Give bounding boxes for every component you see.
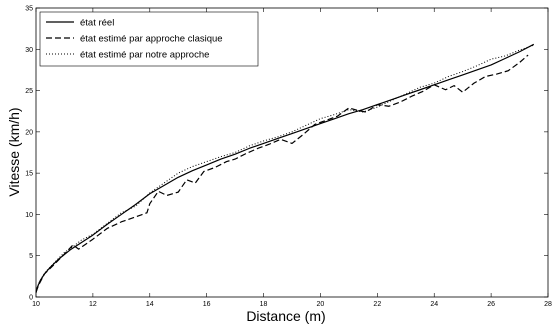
- series-line-dotted: [35, 44, 534, 292]
- x-tick-label: 24: [430, 301, 438, 308]
- x-tick-label: 20: [317, 301, 325, 308]
- axes: 10 12 14 16 18 20 22 24 26 28 0 5 10 15 20 25 30 35: [25, 6, 552, 309]
- y-tick-label: 25: [25, 88, 33, 95]
- legend-label: état réel: [80, 18, 114, 29]
- x-tick-label: 18: [260, 301, 268, 308]
- x-tick-label: 10: [32, 301, 40, 308]
- y-tick-label: 5: [29, 253, 33, 260]
- x-tick-label: 22: [373, 301, 381, 308]
- x-axis-title: Distance (m): [246, 308, 325, 324]
- y-tick-label: 15: [25, 171, 33, 178]
- legend: état réel état estimé par approche clasiq…: [39, 11, 259, 67]
- series-line-solid: [35, 43, 535, 294]
- y-tick-label: 20: [25, 129, 33, 136]
- x-tick-label: 16: [203, 301, 211, 308]
- y-tick-label: 0: [29, 295, 33, 302]
- plot-area: [35, 43, 535, 294]
- x-tick-label: 12: [89, 301, 97, 308]
- legend-label: état estimé par notre approche: [80, 50, 209, 61]
- y-tick-label: 10: [25, 212, 33, 219]
- legend-box: [39, 11, 259, 67]
- legend-label: état estimé par approche clasique: [80, 34, 223, 45]
- x-tick-label: 26: [487, 301, 495, 308]
- series-line-dashed: [35, 54, 529, 293]
- plot-frame: [35, 7, 549, 298]
- y-axis-title: Vitesse (km/h): [6, 107, 22, 196]
- x-tick-label: 14: [146, 301, 154, 308]
- y-tick-label: 35: [25, 6, 33, 13]
- y-tick-label: 30: [25, 47, 33, 54]
- x-tick-label: 28: [544, 301, 552, 308]
